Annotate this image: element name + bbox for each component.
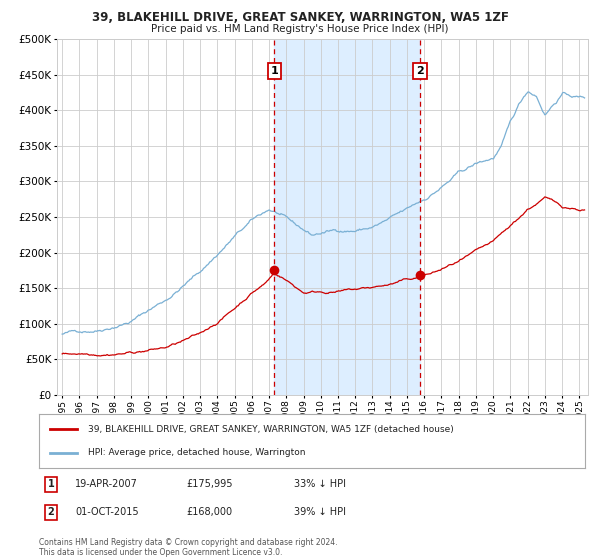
Text: 39, BLAKEHILL DRIVE, GREAT SANKEY, WARRINGTON, WA5 1ZF: 39, BLAKEHILL DRIVE, GREAT SANKEY, WARRI…: [92, 11, 508, 24]
Text: 33% ↓ HPI: 33% ↓ HPI: [294, 479, 346, 489]
Text: Contains HM Land Registry data © Crown copyright and database right 2024.
This d: Contains HM Land Registry data © Crown c…: [39, 538, 337, 557]
Text: 39, BLAKEHILL DRIVE, GREAT SANKEY, WARRINGTON, WA5 1ZF (detached house): 39, BLAKEHILL DRIVE, GREAT SANKEY, WARRI…: [88, 425, 454, 434]
Text: £175,995: £175,995: [186, 479, 233, 489]
Text: 39% ↓ HPI: 39% ↓ HPI: [294, 507, 346, 517]
Text: Price paid vs. HM Land Registry's House Price Index (HPI): Price paid vs. HM Land Registry's House …: [151, 24, 449, 34]
Text: 19-APR-2007: 19-APR-2007: [75, 479, 138, 489]
Text: HPI: Average price, detached house, Warrington: HPI: Average price, detached house, Warr…: [88, 448, 305, 457]
Text: £168,000: £168,000: [186, 507, 232, 517]
Text: 01-OCT-2015: 01-OCT-2015: [75, 507, 139, 517]
Text: 1: 1: [47, 479, 55, 489]
Text: 1: 1: [271, 66, 278, 76]
Bar: [274, 39, 420, 395]
Text: 2: 2: [416, 66, 424, 76]
Text: 2: 2: [47, 507, 55, 517]
